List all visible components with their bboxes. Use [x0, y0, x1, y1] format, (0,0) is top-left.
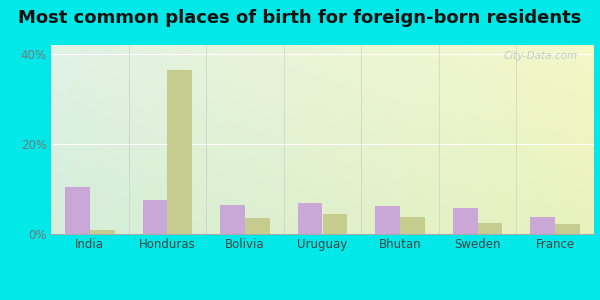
- Bar: [90, 230, 115, 234]
- Bar: [478, 223, 502, 234]
- Bar: [167, 70, 192, 234]
- Bar: [65, 187, 90, 234]
- Bar: [220, 205, 245, 234]
- Bar: [530, 217, 555, 234]
- Bar: [245, 218, 270, 234]
- Text: City-Data.com: City-Data.com: [503, 51, 578, 61]
- Bar: [453, 208, 478, 234]
- Bar: [555, 224, 580, 234]
- Bar: [375, 206, 400, 234]
- Bar: [143, 200, 167, 234]
- Bar: [298, 203, 323, 234]
- Bar: [323, 214, 347, 234]
- Bar: [400, 217, 425, 234]
- Text: Most common places of birth for foreign-born residents: Most common places of birth for foreign-…: [19, 9, 581, 27]
